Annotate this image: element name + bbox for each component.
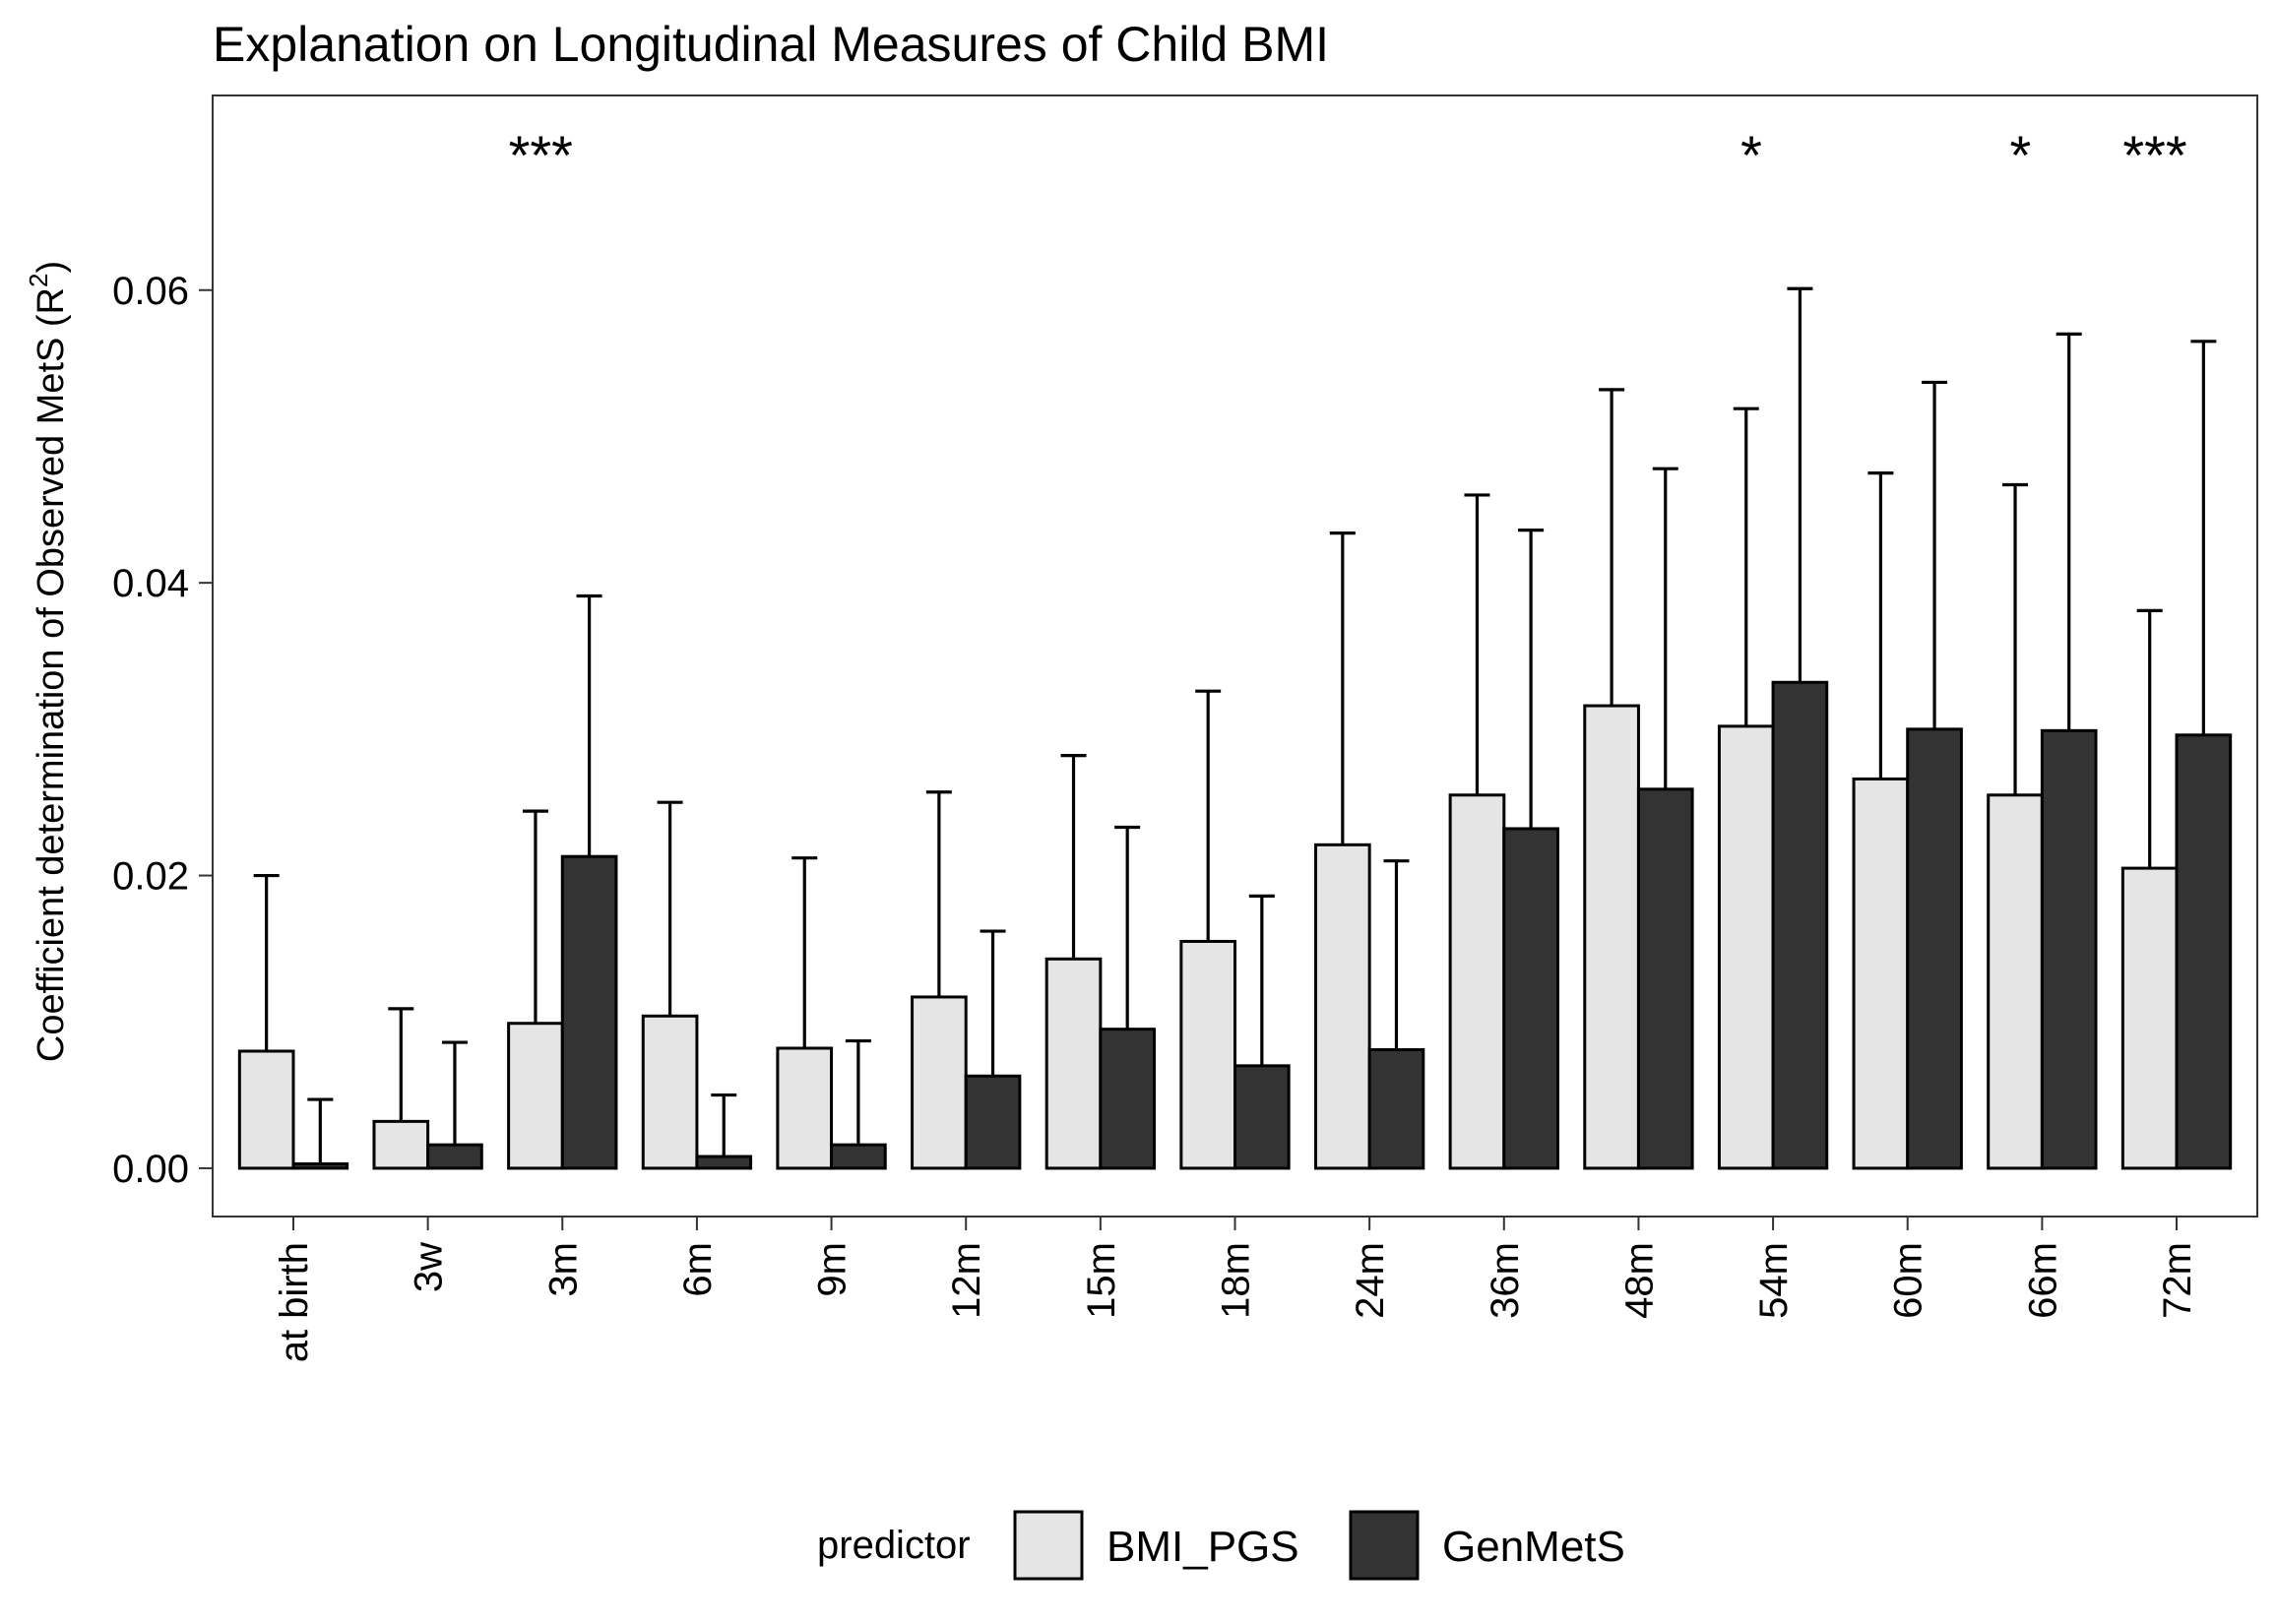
- bar-bmi-pgs-3w: [372, 1119, 430, 1170]
- x-tick-label-at-birth: at birth: [273, 1242, 316, 1362]
- bar-bmi-pgs-12m: [911, 995, 968, 1170]
- x-tick-label-54m: 54m: [1752, 1242, 1796, 1319]
- bar-bmi-pgs-54m: [1717, 724, 1775, 1170]
- x-tick-label-3w: 3w: [408, 1242, 451, 1292]
- bar-bmi-pgs-9m: [776, 1046, 834, 1170]
- bar-bmi-pgs-18m: [1179, 939, 1237, 1170]
- y-axis-title-main: Coefficient determination of Observed Me…: [31, 287, 72, 1062]
- bar-genmets-66m: [2040, 728, 2098, 1170]
- x-tick-label-36m: 36m: [1484, 1242, 1527, 1319]
- bar-genmets-3m: [560, 854, 618, 1170]
- bar-bmi-pgs-48m: [1583, 704, 1640, 1170]
- bar-genmets-24m: [1367, 1047, 1425, 1170]
- bar-genmets-at-birth: [291, 1161, 349, 1170]
- bar-genmets-60m: [1906, 727, 1963, 1170]
- bar-genmets-6m: [695, 1155, 753, 1170]
- x-tick-label-12m: 12m: [945, 1242, 988, 1319]
- x-tick-label-18m: 18m: [1215, 1242, 1258, 1319]
- y-axis-title-superscript: 2: [24, 274, 53, 287]
- legend-key-genmets: [1349, 1510, 1420, 1581]
- bar-bmi-pgs-6m: [641, 1014, 699, 1170]
- x-tick-label-9m: 9m: [811, 1242, 854, 1297]
- x-tick-label-66m: 66m: [2021, 1242, 2064, 1319]
- bar-genmets-72m: [2175, 733, 2233, 1170]
- bar-bmi-pgs-60m: [1852, 777, 1910, 1170]
- bar-genmets-54m: [1771, 680, 1829, 1170]
- bar-genmets-48m: [1636, 787, 1694, 1170]
- x-tick-label-60m: 60m: [1887, 1242, 1930, 1319]
- bars: [237, 680, 2233, 1170]
- chart-title: Explanation on Longitudinal Measures of …: [213, 17, 1329, 72]
- y-axis-title: Coefficient determination of Observed Me…: [24, 261, 72, 1062]
- bar-genmets-12m: [964, 1074, 1022, 1170]
- significance-3m: ***: [509, 124, 573, 186]
- bar-genmets-36m: [1502, 827, 1559, 1170]
- x-tick-label-72m: 72m: [2156, 1242, 2199, 1319]
- x-tick-label-6m: 6m: [676, 1242, 720, 1297]
- x-tick-label-3m: 3m: [541, 1242, 585, 1297]
- error-bars: [253, 286, 2217, 1164]
- significance-66m: *: [2009, 124, 2031, 186]
- legend-label-bmi-pgs: BMI_PGS: [1107, 1523, 1299, 1571]
- x-axis: at birth 3w 3m 6m 9m 12m 15m 18m 24m 36m 48m 54m 60m…: [273, 1217, 2199, 1362]
- bar-genmets-15m: [1099, 1028, 1157, 1170]
- legend: predictor BMI_PGS GenMetS: [817, 1510, 1625, 1581]
- bar-genmets-9m: [830, 1143, 887, 1170]
- bar-bmi-pgs-24m: [1313, 843, 1371, 1170]
- significance-54m: *: [1740, 124, 1762, 186]
- y-axis-title-end: ): [31, 261, 72, 274]
- y-tick-label-1: 0.02: [112, 855, 189, 899]
- significance-72m: ***: [2122, 124, 2186, 186]
- legend-key-bmi-pgs: [1013, 1510, 1084, 1581]
- bar-bmi-pgs-at-birth: [237, 1049, 295, 1170]
- legend-title: predictor: [817, 1524, 971, 1567]
- bar-bmi-pgs-15m: [1044, 957, 1103, 1170]
- bar-bmi-pgs-3m: [507, 1022, 564, 1170]
- legend-label-genmets: GenMetS: [1442, 1523, 1625, 1571]
- bar-bmi-pgs-36m: [1448, 793, 1506, 1170]
- y-tick-label-3: 0.06: [112, 270, 189, 313]
- bar-bmi-pgs-66m: [1987, 793, 2044, 1170]
- y-tick-label-2: 0.04: [112, 562, 189, 605]
- significance-annotations: *** * * ***: [509, 124, 2187, 186]
- y-tick-label-0: 0.00: [112, 1148, 189, 1191]
- bar-bmi-pgs-72m: [2120, 866, 2179, 1170]
- x-tick-label-24m: 24m: [1349, 1242, 1392, 1319]
- x-tick-label-15m: 15m: [1080, 1242, 1123, 1319]
- x-tick-label-48m: 48m: [1617, 1242, 1661, 1319]
- y-axis: 0.00 0.02 0.04 0.06: [112, 270, 213, 1191]
- bar-genmets-3w: [426, 1143, 483, 1170]
- bar-genmets-18m: [1233, 1064, 1291, 1170]
